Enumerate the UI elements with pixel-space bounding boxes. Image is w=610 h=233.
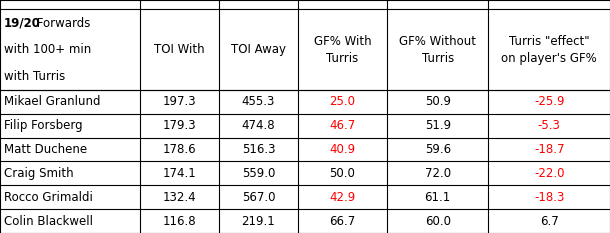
Text: 50.0: 50.0 (329, 167, 356, 180)
Text: 50.9: 50.9 (425, 95, 451, 108)
Text: -18.7: -18.7 (534, 143, 564, 156)
Text: TOI Away: TOI Away (231, 43, 286, 56)
Text: GF% Without
Turris: GF% Without Turris (399, 34, 476, 65)
Text: 40.9: 40.9 (329, 143, 356, 156)
Text: 516.3: 516.3 (242, 143, 275, 156)
Text: GF% With
Turris: GF% With Turris (314, 34, 371, 65)
Text: 455.3: 455.3 (242, 95, 275, 108)
Text: Colin Blackwell: Colin Blackwell (4, 215, 93, 228)
Text: 60.0: 60.0 (425, 215, 451, 228)
Text: 25.0: 25.0 (329, 95, 356, 108)
Text: 474.8: 474.8 (242, 119, 275, 132)
Text: 132.4: 132.4 (162, 191, 196, 204)
Text: with Turris: with Turris (4, 70, 65, 83)
Text: 51.9: 51.9 (425, 119, 451, 132)
Text: 6.7: 6.7 (540, 215, 559, 228)
Text: Craig Smith: Craig Smith (4, 167, 74, 180)
Text: 174.1: 174.1 (162, 167, 196, 180)
Text: 559.0: 559.0 (242, 167, 275, 180)
Text: 197.3: 197.3 (162, 95, 196, 108)
Text: 567.0: 567.0 (242, 191, 275, 204)
Text: 178.6: 178.6 (162, 143, 196, 156)
Text: Turris "effect"
on player's GF%: Turris "effect" on player's GF% (501, 34, 597, 65)
Text: 61.1: 61.1 (425, 191, 451, 204)
Text: 179.3: 179.3 (162, 119, 196, 132)
Text: 19/20: 19/20 (4, 17, 41, 30)
Text: Mikael Granlund: Mikael Granlund (4, 95, 101, 108)
Text: 42.9: 42.9 (329, 191, 356, 204)
Text: Matt Duchene: Matt Duchene (4, 143, 87, 156)
Text: Forwards: Forwards (34, 17, 91, 30)
Text: -5.3: -5.3 (538, 119, 561, 132)
Text: 219.1: 219.1 (242, 215, 275, 228)
Text: Filip Forsberg: Filip Forsberg (4, 119, 83, 132)
Text: 72.0: 72.0 (425, 167, 451, 180)
Text: 66.7: 66.7 (329, 215, 356, 228)
Text: -18.3: -18.3 (534, 191, 564, 204)
Text: 59.6: 59.6 (425, 143, 451, 156)
Text: -22.0: -22.0 (534, 167, 564, 180)
Text: -25.9: -25.9 (534, 95, 564, 108)
Text: 116.8: 116.8 (162, 215, 196, 228)
Text: with 100+ min: with 100+ min (4, 43, 91, 56)
Text: TOI With: TOI With (154, 43, 205, 56)
Text: 46.7: 46.7 (329, 119, 356, 132)
Text: Rocco Grimaldi: Rocco Grimaldi (4, 191, 93, 204)
